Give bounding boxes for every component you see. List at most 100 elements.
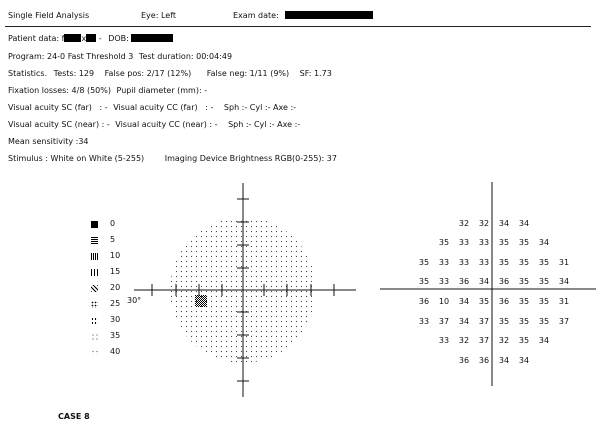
threshold-cell: 32 — [498, 336, 510, 345]
legend-label-25: 25 — [110, 299, 121, 308]
legend-label-40: 40 — [110, 347, 121, 356]
threshold-cell: 35 — [538, 258, 550, 267]
threshold-cell: 34 — [518, 219, 530, 228]
pupil-diameter: Pupil diameter (mm): - — [116, 86, 208, 95]
legend-label-10: 10 — [110, 251, 121, 260]
sph-cyl-axe-near: Sph :- Cyl :- Axe :- — [228, 120, 301, 129]
threshold-cell: 33 — [478, 238, 490, 247]
threshold-cell: 33 — [478, 258, 490, 267]
threshold-cell: 35 — [498, 317, 510, 326]
threshold-cell: 35 — [538, 317, 550, 326]
vertical-ticks — [237, 198, 249, 382]
va-sc-near: Visual acuity SC (near) : - — [8, 120, 110, 129]
redacted-exam-date — [285, 11, 374, 19]
test-duration: Test duration: 00:04:49 — [138, 52, 233, 61]
threshold-cell: 37 — [558, 317, 570, 326]
threshold-cell: 10 — [438, 297, 450, 306]
threshold-cell: 33 — [458, 238, 470, 247]
patient-dash: - — [98, 34, 102, 43]
va-near-line: Visual acuity SC (near) : - Visual acuit… — [8, 120, 300, 129]
threshold-cell: 35 — [518, 258, 530, 267]
statistics-line: Statistics. Tests: 129 False pos: 2/17 (… — [8, 69, 332, 78]
patient-data-line: Patient data: f x - DOB: — [8, 34, 174, 43]
threshold-cell: 35 — [538, 297, 550, 306]
threshold-cell: 33 — [458, 258, 470, 267]
legend-swatch-0 — [91, 221, 98, 228]
legend-label-35: 35 — [110, 331, 121, 340]
legend-label-30: 30 — [110, 315, 121, 324]
legend-swatch-35 — [91, 333, 98, 340]
threshold-cell: 34 — [478, 277, 490, 286]
device-brightness: Imaging Device Brightness RGB(0-255): 37 — [164, 154, 337, 163]
threshold-cell: 33 — [418, 317, 430, 326]
threshold-cell: 31 — [558, 297, 570, 306]
legend-swatch-15 — [91, 269, 98, 276]
legend-swatch-25 — [91, 301, 98, 308]
defect-spot — [195, 295, 207, 307]
redacted-dob — [131, 34, 174, 42]
program: Program: 24-0 Fast Threshold 3 — [8, 52, 134, 61]
threshold-cell: 34 — [538, 238, 550, 247]
legend-label-15: 15 — [110, 267, 121, 276]
va-cc-far: Visual acuity CC (far) : - — [113, 103, 214, 112]
threshold-cell: 33 — [438, 258, 450, 267]
threshold-cell: 35 — [518, 317, 530, 326]
case-label: CASE 8 — [58, 412, 90, 421]
legend-swatch-20 — [91, 285, 98, 292]
threshold-cell: 37 — [478, 336, 490, 345]
threshold-cell: 35 — [498, 238, 510, 247]
exam-date: Exam date: — [233, 11, 374, 20]
threshold-cell: 34 — [538, 336, 550, 345]
threshold-cell: 35 — [518, 238, 530, 247]
threshold-cell: 32 — [458, 336, 470, 345]
threshold-cell: 35 — [418, 277, 430, 286]
fixation-losses: Fixation losses: 4/8 (50%) — [8, 86, 111, 95]
false-pos: False pos: 2/17 (12%) — [104, 69, 192, 78]
threshold-cell: 33 — [438, 277, 450, 286]
threshold-cell: 37 — [478, 317, 490, 326]
patient-mid: x — [81, 34, 87, 43]
stimulus-line: Stimulus : White on White (5-255) Imagin… — [8, 154, 337, 163]
va-sc-far: Visual acuity SC (far) : - — [8, 103, 108, 112]
threshold-cell: 36 — [458, 277, 470, 286]
threshold-cell: 35 — [518, 336, 530, 345]
fixation-line: Fixation losses: 4/8 (50%) Pupil diamete… — [8, 86, 207, 95]
threshold-cell: 34 — [498, 219, 510, 228]
threshold-cell: 35 — [418, 258, 430, 267]
threshold-cell: 35 — [478, 297, 490, 306]
threshold-cell: 36 — [418, 297, 430, 306]
legend-swatch-30 — [91, 317, 98, 324]
threshold-cell: 34 — [498, 356, 510, 365]
statistics-label: Statistics. — [8, 69, 48, 78]
program-line: Program: 24-0 Fast Threshold 3 Test dura… — [8, 52, 232, 61]
threshold-cell: 35 — [518, 277, 530, 286]
threshold-cell: 36 — [478, 356, 490, 365]
threshold-cell: 35 — [538, 277, 550, 286]
stimulus: Stimulus : White on White (5-255) — [8, 154, 145, 163]
horizontal-ticks — [151, 284, 335, 296]
legend-swatch-5 — [91, 237, 98, 244]
redacted-name-1 — [64, 34, 82, 42]
legend-swatch-40 — [91, 349, 98, 356]
sph-cyl-axe-far: Sph :- Cyl :- Axe :- — [223, 103, 297, 112]
eye-label: Eye: Left — [141, 11, 176, 20]
threshold-cell: 36 — [498, 277, 510, 286]
threshold-cell: 32 — [478, 219, 490, 228]
va-cc-near: Visual acuity CC (near) : - — [115, 120, 218, 129]
redacted-name-2 — [86, 34, 97, 42]
threshold-cell: 36 — [498, 297, 510, 306]
threshold-cell: 37 — [438, 317, 450, 326]
legend-swatch-10 — [91, 253, 98, 260]
degree-label: 30° — [127, 296, 141, 305]
legend-label-20: 20 — [110, 283, 121, 292]
legend-label-5: 5 — [110, 235, 116, 244]
threshold-cell: 33 — [438, 336, 450, 345]
exam-date-label: Exam date: — [233, 11, 279, 20]
dob-label: DOB: — [108, 34, 129, 43]
mean-sensitivity: Mean sensitivity :34 — [8, 137, 89, 146]
legend-label-0: 0 — [110, 219, 116, 228]
threshold-cell: 34 — [558, 277, 570, 286]
threshold-cell: 31 — [558, 258, 570, 267]
